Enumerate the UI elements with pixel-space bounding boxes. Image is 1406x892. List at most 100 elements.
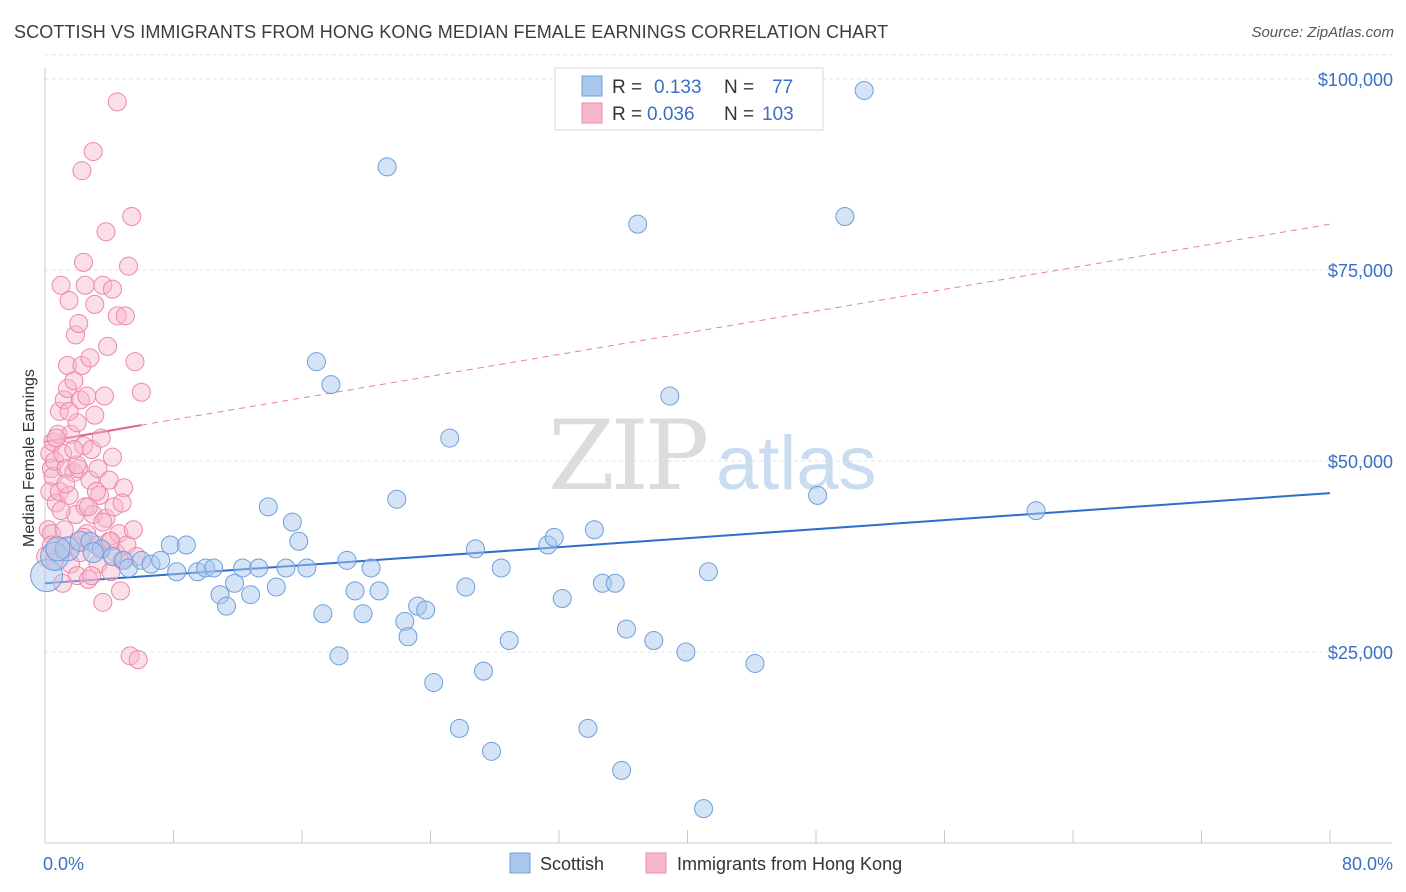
bottom-legend-swatch-scottish xyxy=(509,852,531,874)
hongkong-point xyxy=(66,325,86,345)
scottish-point xyxy=(660,386,680,406)
scottish-point xyxy=(698,562,718,582)
y-tick-labels: $25,000 $50,000 $75,000 $100,000 xyxy=(1318,70,1393,663)
hongkong-point xyxy=(125,352,145,372)
hongkong-point xyxy=(59,485,79,505)
hongkong-point xyxy=(46,428,66,448)
hongkong-point xyxy=(131,382,151,402)
scottish-point xyxy=(345,581,365,601)
scottish-point xyxy=(835,207,855,227)
y-tick-label-3: $100,000 xyxy=(1318,70,1393,90)
scottish-point xyxy=(482,741,502,761)
scottish-point xyxy=(808,485,828,505)
hongkong-point xyxy=(109,524,129,544)
hongkong-point xyxy=(83,142,103,162)
scottish-point xyxy=(416,600,436,620)
legend: R = 0.133 N = 77 R = 0.036 N = 103 xyxy=(554,67,824,131)
hongkong-point xyxy=(114,478,134,498)
hongkong-point xyxy=(49,482,69,502)
scottish-point xyxy=(578,718,598,738)
scottish-point xyxy=(676,642,696,662)
hongkong-point xyxy=(56,474,76,494)
scottish-point xyxy=(313,604,333,624)
hongkong-point xyxy=(78,569,98,589)
hongkong-point xyxy=(69,313,89,333)
hongkong-point xyxy=(122,207,142,227)
scottish-point xyxy=(616,619,636,639)
hongkong-point xyxy=(80,348,100,368)
hongkong-point xyxy=(85,294,105,314)
hongkong-point xyxy=(57,378,77,398)
scottish-point xyxy=(424,673,444,693)
hongkong-point xyxy=(51,275,71,295)
hongkong-point xyxy=(59,291,79,311)
hongkong-point xyxy=(93,275,113,295)
scottish-point xyxy=(1026,501,1046,521)
scottish-point xyxy=(465,539,485,559)
hongkong-point xyxy=(123,520,143,540)
hongkong-point xyxy=(40,482,60,502)
hongkong-point xyxy=(45,451,65,471)
scottish-point xyxy=(644,631,664,651)
hongkong-point xyxy=(86,482,106,502)
x-tick-label-min: 0.0% xyxy=(43,854,84,874)
scottish-point xyxy=(266,577,286,597)
hongkong-point xyxy=(112,493,132,513)
hongkong-point xyxy=(85,405,105,425)
legend-r-value-hongkong: 0.036 xyxy=(647,104,695,125)
legend-r-label-scottish: R = xyxy=(612,77,642,98)
scottish-point xyxy=(854,80,874,100)
source-label: Source: ZipAtlas.com xyxy=(1251,24,1394,41)
hongkong-point xyxy=(78,497,98,517)
bottom-legend-label-scottish: Scottish xyxy=(540,854,604,874)
hongkong-point xyxy=(72,356,92,375)
scottish-point xyxy=(745,653,765,673)
scottish-point xyxy=(398,627,418,647)
y-tick-label-2: $75,000 xyxy=(1328,261,1393,281)
hongkong-point xyxy=(128,650,148,670)
hongkong-point xyxy=(67,455,87,475)
scottish-point xyxy=(361,558,381,578)
legend-n-value-scottish: 77 xyxy=(772,77,793,98)
scottish-point xyxy=(282,512,302,532)
hongkong-point xyxy=(77,386,97,406)
scottish-point xyxy=(321,375,341,395)
y-tick-label-1: $50,000 xyxy=(1328,452,1393,472)
hongkong-point xyxy=(38,520,58,540)
scottish-point xyxy=(249,558,269,578)
scottish-point xyxy=(499,631,519,651)
hongkong-point xyxy=(88,459,108,479)
scottish-point xyxy=(544,527,564,547)
watermark-atlas: atlas xyxy=(716,421,877,506)
scottish-point xyxy=(353,604,373,624)
hongkong-point xyxy=(90,485,110,505)
hongkong-point xyxy=(80,470,100,490)
bottom-legend-label-hongkong: Immigrants from Hong Kong xyxy=(677,854,902,874)
scottish-point xyxy=(440,428,460,448)
bottom-legend: Scottish Immigrants from Hong Kong xyxy=(509,852,902,874)
hongkong-point xyxy=(107,92,127,112)
hongkong-point xyxy=(82,566,102,586)
legend-n-value-hongkong: 103 xyxy=(762,104,794,125)
hongkong-point xyxy=(96,222,116,242)
hongkong-point xyxy=(93,512,113,532)
hongkong-point xyxy=(110,581,130,601)
hongkong-point xyxy=(102,279,122,299)
hongkong-point xyxy=(93,592,113,612)
legend-swatch-hongkong xyxy=(581,102,603,124)
scottish-point xyxy=(160,535,180,555)
hongkong-point xyxy=(41,459,61,479)
scottish-point xyxy=(491,558,511,578)
hongkong-point xyxy=(49,401,69,421)
scottish-point xyxy=(233,558,253,578)
scottish-point xyxy=(387,489,407,509)
scottish-point xyxy=(276,558,296,578)
hongkong-point xyxy=(119,256,139,276)
hongkong-point xyxy=(107,306,127,326)
scottish-point xyxy=(694,799,714,819)
scottish-point xyxy=(204,558,224,578)
scottish-point xyxy=(176,535,196,555)
scottish-point xyxy=(369,581,389,601)
y-axis-label: Median Female Earnings xyxy=(21,369,38,547)
scottish-point xyxy=(151,550,171,570)
